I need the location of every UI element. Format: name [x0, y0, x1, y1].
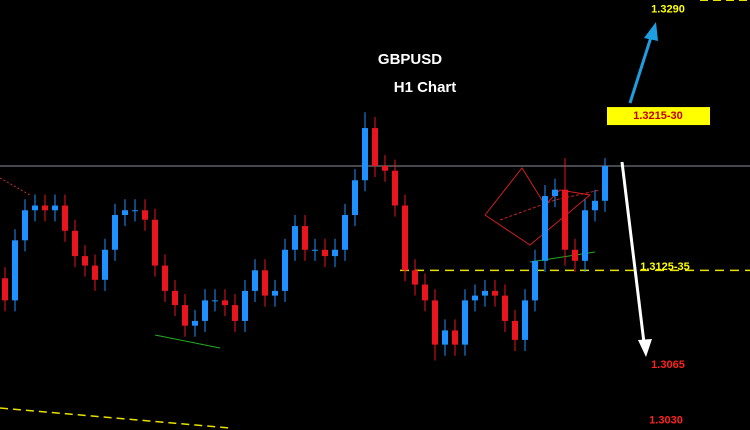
- candle-body: [452, 330, 458, 345]
- candle-body: [252, 270, 258, 291]
- candle-body: [392, 170, 398, 206]
- candle-body: [552, 189, 558, 197]
- up-arrow-head: [644, 22, 658, 41]
- candle-body: [352, 180, 358, 215]
- candle-body: [362, 128, 368, 181]
- candle-body: [122, 210, 128, 215]
- trend-line: [0, 177, 31, 196]
- candle-body: [402, 205, 408, 271]
- down-arrow-head: [638, 339, 652, 357]
- candle-body: [22, 210, 28, 241]
- candle-body: [532, 260, 538, 301]
- candle-body: [592, 200, 598, 211]
- candle-body: [492, 290, 498, 296]
- candle-body: [262, 270, 268, 296]
- candle-body: [422, 284, 428, 301]
- level-label: 1.3065: [651, 359, 685, 371]
- chart-subtitle: H1 Chart: [394, 79, 457, 96]
- candle-body: [202, 300, 208, 321]
- candle-body: [232, 305, 238, 321]
- candles: [2, 112, 608, 361]
- candle-body: [442, 330, 448, 345]
- candle-body: [582, 210, 588, 261]
- candle-body: [512, 320, 518, 340]
- pattern-line: [484, 167, 592, 246]
- candle-body: [282, 249, 288, 291]
- down-arrow: [620, 161, 646, 344]
- candle-body: [562, 189, 568, 250]
- candle-body: [32, 205, 38, 211]
- candle-body: [342, 215, 348, 250]
- candle-body: [142, 210, 148, 220]
- candle-body: [82, 256, 88, 266]
- candle-body: [52, 205, 58, 211]
- level-box: [607, 107, 710, 126]
- candle-body: [2, 278, 8, 301]
- candle-body: [382, 165, 388, 171]
- candle-body: [152, 219, 158, 266]
- candle-body: [72, 230, 78, 257]
- level-label: 1.3215-30: [633, 110, 683, 122]
- candle-body: [572, 249, 578, 261]
- candle-body: [182, 305, 188, 326]
- candle-body: [472, 295, 478, 301]
- candle-body: [432, 300, 438, 345]
- candle-body: [132, 210, 138, 212]
- chart-title: GBPUSD: [378, 51, 442, 68]
- candle-body: [42, 205, 48, 211]
- candle-body: [192, 320, 198, 326]
- level-label: 1.3030: [649, 414, 683, 426]
- candle-body: [62, 205, 68, 231]
- level-label: 1.3290: [651, 3, 685, 15]
- candle-body: [522, 300, 528, 340]
- support-line: [0, 407, 231, 429]
- candle-body: [332, 249, 338, 257]
- level-label: 1.3125-35: [640, 261, 690, 273]
- candle-body: [92, 265, 98, 280]
- candle-body: [542, 196, 548, 261]
- candle-body: [112, 215, 118, 250]
- candle-body: [322, 249, 328, 257]
- candle-body: [312, 249, 318, 251]
- candle-body: [302, 226, 308, 250]
- up-arrow: [628, 33, 654, 104]
- candle-body: [222, 300, 228, 306]
- candle-body: [212, 300, 218, 302]
- candle-body: [502, 295, 508, 321]
- candle-body: [602, 165, 608, 201]
- candle-body: [172, 290, 178, 306]
- candle-body: [272, 290, 278, 296]
- trend-line: [154, 334, 221, 349]
- candle-body: [412, 270, 418, 285]
- candle-body: [162, 265, 168, 291]
- candle-body: [372, 128, 378, 166]
- candle-body: [12, 240, 18, 301]
- candle-body: [102, 249, 108, 280]
- candle-body: [292, 226, 298, 250]
- candle-body: [242, 290, 248, 321]
- candle-body: [482, 290, 488, 296]
- candle-body: [462, 300, 468, 345]
